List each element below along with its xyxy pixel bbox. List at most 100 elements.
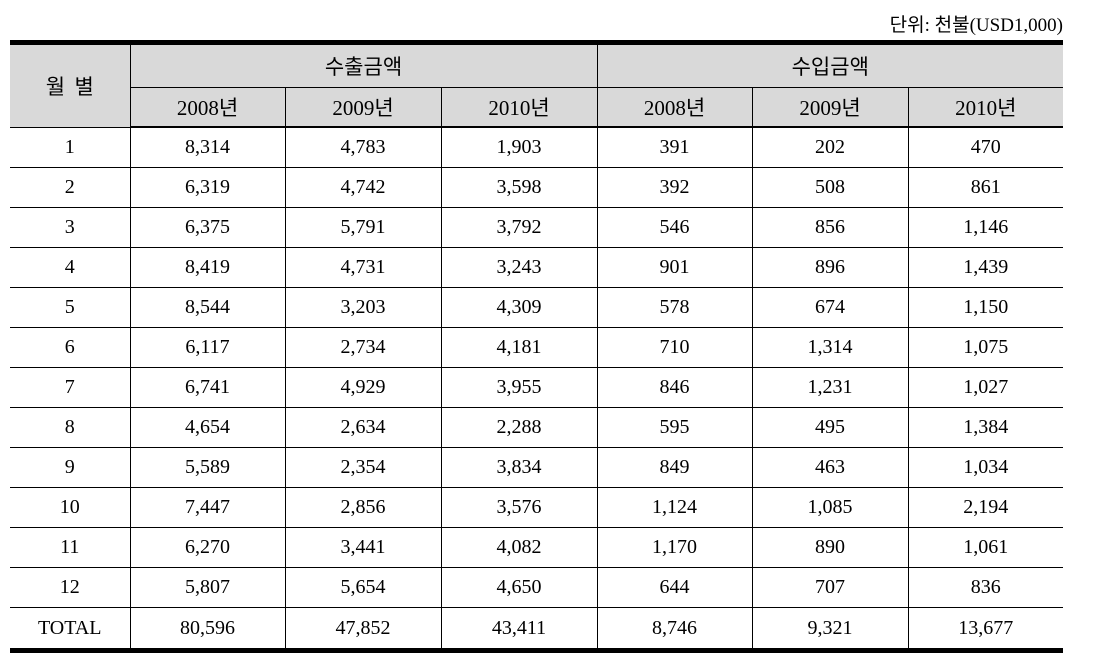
value-cell: 1,085 xyxy=(751,487,909,528)
value-cell: 6,741 xyxy=(129,367,286,408)
value-cell: 6,270 xyxy=(129,527,286,568)
month-cell: 11 xyxy=(10,527,131,568)
value-cell: 4,731 xyxy=(284,247,442,288)
value-cell: 8,419 xyxy=(129,247,286,288)
value-cell: 849 xyxy=(596,447,753,488)
month-column-header: 월별 xyxy=(10,42,131,128)
value-cell: 1,231 xyxy=(751,367,909,408)
value-cell: 2,194 xyxy=(907,487,1064,528)
value-cell: 3,834 xyxy=(440,447,598,488)
value-cell: 1,061 xyxy=(907,527,1064,568)
table-row: 4 8,419 4,731 3,243 901 896 1,439 xyxy=(10,247,1064,288)
import-year-2009-header: 2009년 xyxy=(751,87,909,128)
month-cell: 7 xyxy=(10,367,131,408)
table-row: 5 8,544 3,203 4,309 578 674 1,150 xyxy=(10,287,1064,328)
value-cell: 4,929 xyxy=(284,367,442,408)
value-cell: 3,441 xyxy=(284,527,442,568)
month-cell: 4 xyxy=(10,247,131,288)
value-cell: 710 xyxy=(596,327,753,368)
value-cell: 9,321 xyxy=(751,607,909,651)
value-cell: 3,955 xyxy=(440,367,598,408)
value-cell: 4,654 xyxy=(129,407,286,448)
import-year-2008-header: 2008년 xyxy=(596,87,753,128)
table-row: 10 7,447 2,856 3,576 1,124 1,085 2,194 xyxy=(10,487,1064,528)
export-year-2009-header: 2009년 xyxy=(284,87,442,128)
value-cell: 2,288 xyxy=(440,407,598,448)
value-cell: 5,791 xyxy=(284,207,442,248)
value-cell: 846 xyxy=(596,367,753,408)
value-cell: 5,654 xyxy=(284,567,442,608)
value-cell: 856 xyxy=(751,207,909,248)
value-cell: 578 xyxy=(596,287,753,328)
table-header: 월별 수출금액 수입금액 2008년 2009년 2010년 2008년 200… xyxy=(10,42,1064,128)
table-row: 2 6,319 4,742 3,598 392 508 861 xyxy=(10,167,1064,208)
export-year-2010-header: 2010년 xyxy=(440,87,598,128)
value-cell: 8,314 xyxy=(129,126,286,168)
value-cell: 508 xyxy=(751,167,909,208)
month-cell: 10 xyxy=(10,487,131,528)
export-group-header: 수출금액 xyxy=(129,42,598,88)
value-cell: 1,439 xyxy=(907,247,1064,288)
value-cell: 546 xyxy=(596,207,753,248)
table-row: 11 6,270 3,441 4,082 1,170 890 1,061 xyxy=(10,527,1064,568)
import-group-header: 수입금액 xyxy=(596,42,1064,88)
table-row: 3 6,375 5,791 3,792 546 856 1,146 xyxy=(10,207,1064,248)
value-cell: 595 xyxy=(596,407,753,448)
month-cell: 3 xyxy=(10,207,131,248)
value-cell: 4,082 xyxy=(440,527,598,568)
value-cell: 901 xyxy=(596,247,753,288)
month-cell: TOTAL xyxy=(10,607,131,651)
value-cell: 1,170 xyxy=(596,527,753,568)
value-cell: 707 xyxy=(751,567,909,608)
group-header-row: 월별 수출금액 수입금액 xyxy=(10,42,1064,128)
value-cell: 80,596 xyxy=(129,607,286,651)
value-cell: 8,746 xyxy=(596,607,753,651)
value-cell: 3,576 xyxy=(440,487,598,528)
value-cell: 2,734 xyxy=(284,327,442,368)
value-cell: 896 xyxy=(751,247,909,288)
value-cell: 4,309 xyxy=(440,287,598,328)
month-cell: 12 xyxy=(10,567,131,608)
value-cell: 2,354 xyxy=(284,447,442,488)
table-row: 12 5,807 5,654 4,650 644 707 836 xyxy=(10,567,1064,608)
month-cell: 8 xyxy=(10,407,131,448)
table-row: 9 5,589 2,354 3,834 849 463 1,034 xyxy=(10,447,1064,488)
value-cell: 861 xyxy=(907,167,1064,208)
table-row: 6 6,117 2,734 4,181 710 1,314 1,075 xyxy=(10,327,1064,368)
value-cell: 202 xyxy=(751,126,909,168)
value-cell: 3,792 xyxy=(440,207,598,248)
value-cell: 7,447 xyxy=(129,487,286,528)
value-cell: 8,544 xyxy=(129,287,286,328)
export-year-2008-header: 2008년 xyxy=(130,87,286,128)
value-cell: 13,677 xyxy=(907,607,1064,651)
value-cell: 4,181 xyxy=(440,327,598,368)
month-cell: 6 xyxy=(10,327,131,368)
month-cell: 2 xyxy=(10,167,131,208)
value-cell: 674 xyxy=(751,287,909,328)
value-cell: 5,807 xyxy=(129,567,286,608)
value-cell: 4,783 xyxy=(284,126,442,168)
month-cell: 5 xyxy=(10,287,131,328)
value-cell: 392 xyxy=(596,167,753,208)
value-cell: 6,375 xyxy=(129,207,286,248)
import-year-2010-header: 2010년 xyxy=(907,87,1064,128)
monthly-trade-table: 월별 수출금액 수입금액 2008년 2009년 2010년 2008년 200… xyxy=(10,40,1064,653)
value-cell: 4,742 xyxy=(284,167,442,208)
value-cell: 391 xyxy=(596,126,753,168)
value-cell: 2,856 xyxy=(284,487,442,528)
value-cell: 1,384 xyxy=(907,407,1064,448)
month-cell: 9 xyxy=(10,447,131,488)
value-cell: 1,124 xyxy=(596,487,753,528)
value-cell: 836 xyxy=(907,567,1064,608)
value-cell: 47,852 xyxy=(284,607,442,651)
value-cell: 1,034 xyxy=(907,447,1064,488)
value-cell: 890 xyxy=(751,527,909,568)
value-cell: 1,075 xyxy=(907,327,1064,368)
month-cell: 1 xyxy=(10,126,131,168)
value-cell: 6,319 xyxy=(129,167,286,208)
year-header-row: 2008년 2009년 2010년 2008년 2009년 2010년 xyxy=(10,87,1064,128)
value-cell: 495 xyxy=(751,407,909,448)
total-row: TOTAL 80,596 47,852 43,411 8,746 9,321 13,677 xyxy=(10,607,1064,651)
value-cell: 644 xyxy=(596,567,753,608)
